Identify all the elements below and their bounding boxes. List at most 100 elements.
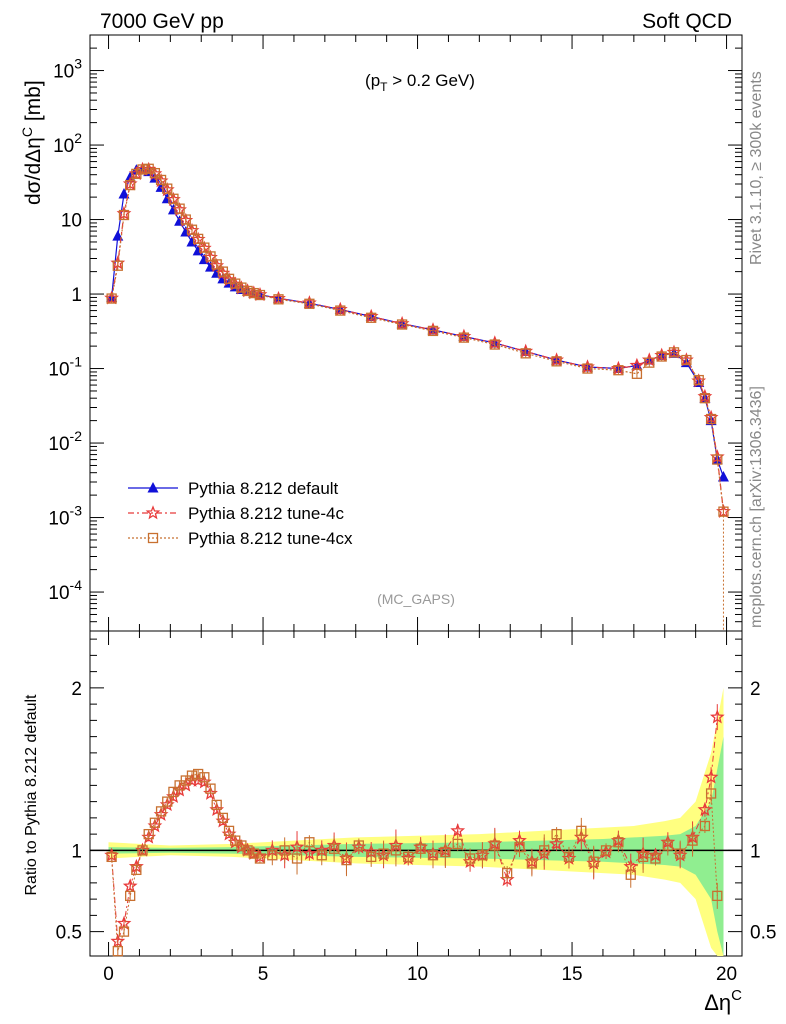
data-point bbox=[106, 293, 117, 304]
data-point bbox=[211, 259, 222, 270]
ratio-point bbox=[106, 851, 117, 863]
data-point bbox=[199, 242, 210, 253]
data-point bbox=[458, 332, 470, 343]
data-point bbox=[118, 188, 130, 199]
ratio-point bbox=[703, 769, 719, 784]
ratio-point bbox=[662, 840, 673, 851]
data-point bbox=[699, 393, 711, 404]
data-point bbox=[631, 368, 643, 379]
data-point bbox=[186, 224, 198, 235]
ratio-point bbox=[551, 828, 562, 840]
ratio-point bbox=[267, 850, 278, 861]
ratio-point bbox=[149, 817, 161, 828]
data-point bbox=[335, 305, 346, 316]
ratio-point bbox=[116, 915, 132, 930]
ratio-point bbox=[168, 786, 179, 798]
series-line bbox=[111, 168, 725, 512]
ratio-point bbox=[625, 869, 636, 880]
ratio-point bbox=[254, 853, 266, 864]
legend-label: Pythia 8.212 default bbox=[188, 479, 339, 498]
ratio-point bbox=[122, 878, 138, 893]
data-point bbox=[149, 167, 161, 179]
ratio-point bbox=[675, 848, 686, 859]
ratio-point bbox=[576, 825, 587, 837]
uncertainty-band-yellow bbox=[108, 687, 724, 956]
data-point bbox=[112, 260, 123, 271]
ratio-point bbox=[514, 841, 525, 853]
mcplots-label: mcplots.cern.ch [arXiv:1306.3436] bbox=[748, 386, 765, 628]
data-point bbox=[162, 183, 173, 194]
data-point bbox=[668, 347, 680, 358]
data-point bbox=[273, 294, 284, 305]
ratio-point bbox=[588, 856, 599, 867]
ratio-point bbox=[131, 864, 142, 876]
ratio-point bbox=[687, 835, 698, 846]
y-tick-label: 10-2 bbox=[48, 428, 82, 455]
x-axis-label: ΔηC bbox=[704, 987, 742, 1015]
ratio-point bbox=[450, 823, 466, 838]
y-tick-label-right: 2 bbox=[750, 679, 761, 700]
legend-marker bbox=[147, 532, 159, 544]
data-point bbox=[712, 454, 723, 465]
ratio-point bbox=[211, 799, 222, 811]
legend: Pythia 8.212 default Pythia 8.212 tune-4c… bbox=[128, 479, 353, 548]
ratio-point bbox=[489, 840, 500, 851]
ratio-point bbox=[526, 858, 538, 869]
ratio-point bbox=[199, 772, 210, 783]
ratio-point bbox=[709, 709, 725, 724]
y-tick-label: 1 bbox=[71, 285, 82, 306]
data-point bbox=[248, 287, 259, 299]
data-point bbox=[205, 251, 216, 262]
ratio-point bbox=[699, 820, 711, 832]
ratio-point bbox=[403, 851, 414, 863]
ratio-point bbox=[366, 851, 377, 863]
ratio-point bbox=[205, 783, 216, 794]
ratio-point bbox=[415, 843, 426, 854]
ratio-series-square bbox=[106, 768, 723, 957]
ratio-plot-panel: 0.5 0.51 12 20 5 10 15 20 Ratio to Pythia 8.212… bbox=[23, 630, 776, 1015]
data-point bbox=[396, 319, 408, 330]
ratio-point bbox=[242, 845, 253, 856]
ratio-point bbox=[440, 846, 451, 858]
data-point bbox=[155, 174, 167, 186]
y-tick-label: 10-1 bbox=[48, 354, 82, 381]
ratio-point bbox=[186, 770, 198, 781]
data-point bbox=[705, 413, 717, 425]
ratio-point bbox=[304, 837, 315, 848]
data-point bbox=[236, 282, 247, 293]
ratio-point bbox=[539, 845, 550, 856]
data-point bbox=[174, 203, 185, 214]
x-tick-label: 5 bbox=[258, 964, 269, 985]
ratio-point bbox=[155, 806, 167, 817]
data-point bbox=[254, 289, 266, 301]
data-point bbox=[489, 339, 500, 350]
data-point bbox=[118, 209, 130, 221]
header-left: 7000 GeV pp bbox=[100, 10, 224, 33]
ratio-point bbox=[378, 848, 389, 859]
y-tick-label: 10-4 bbox=[48, 577, 82, 604]
ratio-point bbox=[217, 812, 229, 824]
data-point bbox=[125, 179, 136, 191]
ratio-point bbox=[390, 845, 402, 856]
ratio-point bbox=[477, 850, 488, 861]
ratio-point bbox=[600, 845, 612, 856]
x-tick-label: 20 bbox=[716, 964, 737, 985]
ratio-point bbox=[464, 853, 476, 864]
ratio-point bbox=[112, 945, 123, 957]
ratio-point bbox=[452, 838, 463, 850]
data-point bbox=[520, 348, 531, 359]
data-point bbox=[551, 356, 562, 367]
ratio-point bbox=[353, 840, 364, 851]
data-point bbox=[644, 357, 655, 368]
y-tick-label: 10 bbox=[61, 211, 82, 232]
y-tick-label: 102 bbox=[53, 130, 82, 157]
ratio-point bbox=[502, 867, 513, 879]
y-tick-label: 0.5 bbox=[56, 923, 82, 944]
series-line bbox=[111, 168, 725, 512]
main-plot-panel: 10-4 10-3 10-2 10-1 1 10 102 103 (pT > 0.2 GeV)… bbox=[19, 34, 743, 632]
ratio-point bbox=[427, 850, 439, 861]
y-tick-label: 1 bbox=[71, 841, 82, 862]
header-right: Soft QCD bbox=[642, 10, 732, 33]
y-tick-label-right: 0.5 bbox=[750, 923, 776, 944]
ratio-point bbox=[193, 768, 204, 780]
